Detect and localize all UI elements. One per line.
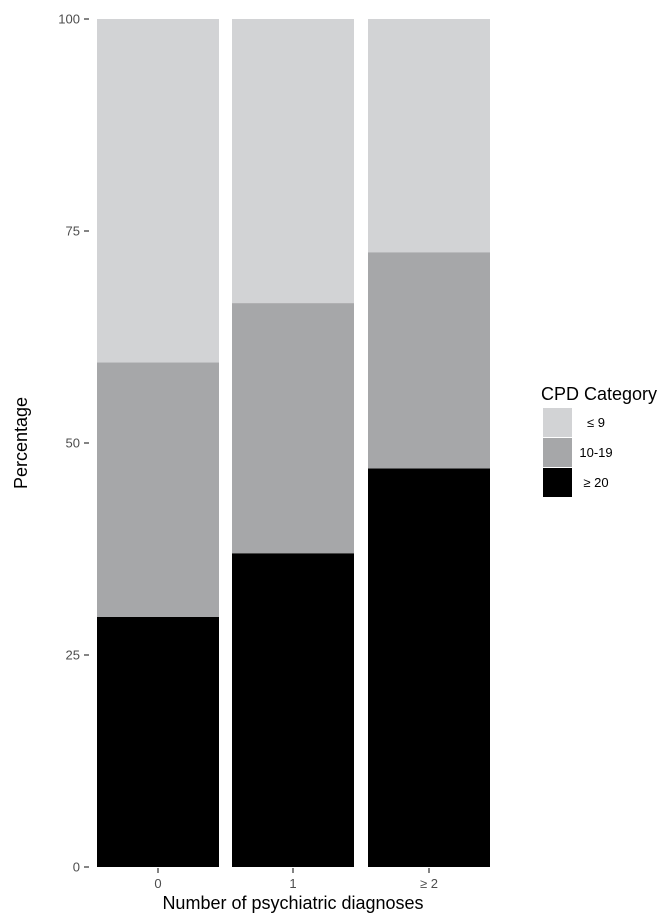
x-tick-label: 0 [154,876,161,891]
x-tick-label: 1 [289,876,296,891]
legend-label: 10-19 [579,445,612,460]
bar-segment [232,19,354,304]
legend-key [543,408,572,437]
bar-segment [368,468,490,867]
y-tick-label: 75 [66,224,80,239]
x-axis: 0 1 ≥ 2 [154,868,438,891]
y-axis: 0 25 50 75 100 [58,12,89,875]
bar-segment [232,553,354,867]
bars [97,19,490,867]
y-tick-label: 100 [58,12,80,27]
bar-segment [97,362,219,617]
y-tick-label: 25 [66,648,80,663]
bar-segment [368,19,490,253]
legend-label: ≥ 20 [583,475,608,490]
x-axis-title: Number of psychiatric diagnoses [162,893,423,913]
legend-key [543,438,572,467]
y-axis-title: Percentage [11,397,31,489]
bar-segment [97,616,219,867]
bar-segment [232,303,354,554]
y-tick-label: 0 [73,860,80,875]
bar-segment [368,252,490,469]
y-tick-label: 50 [66,436,80,451]
legend-title: CPD Category [541,384,657,404]
legend: CPD Category ≤ 9 10-19 ≥ 20 [541,384,657,497]
legend-key [543,468,572,497]
bar-segment [97,19,219,363]
legend-label: ≤ 9 [587,415,605,430]
x-tick-label: ≥ 2 [420,876,438,891]
